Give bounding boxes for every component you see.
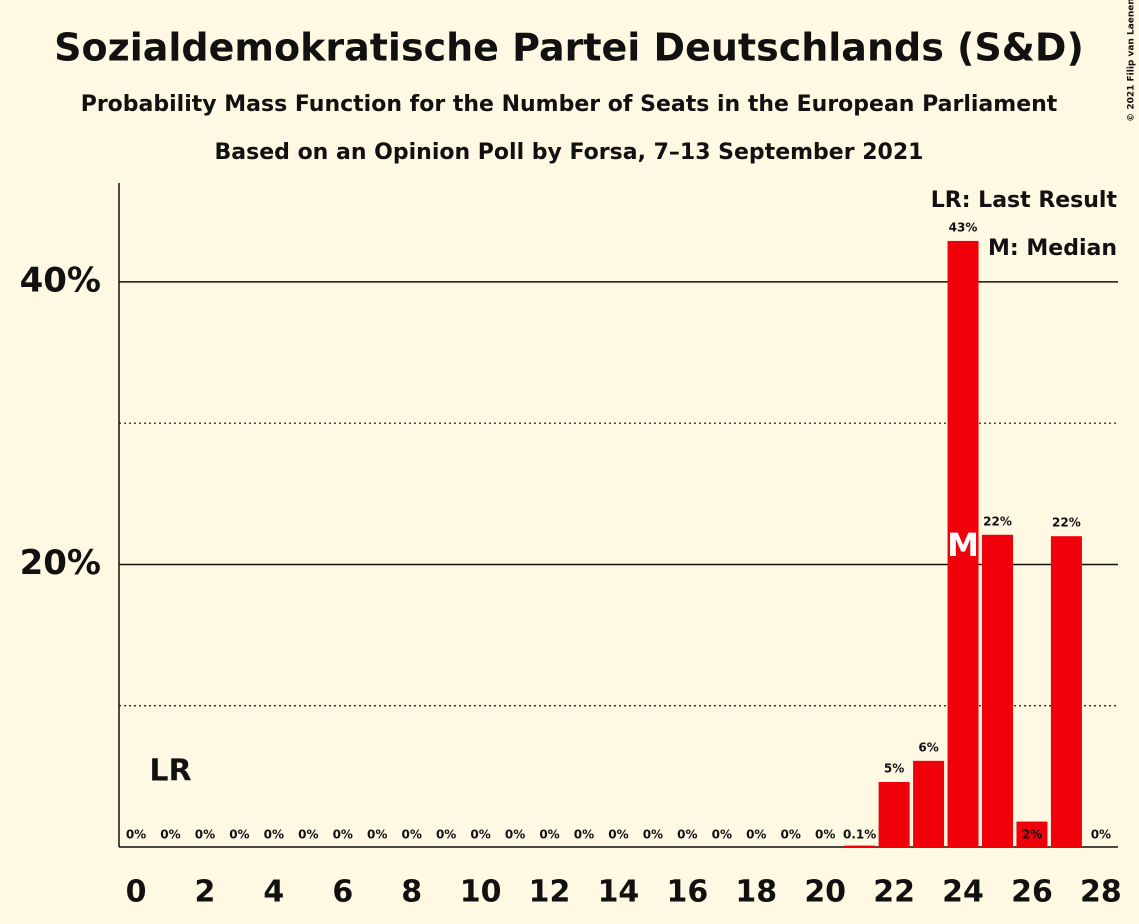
- value-label: 22%: [1052, 516, 1081, 530]
- value-label: 0%: [643, 828, 663, 842]
- value-label: 2%: [1022, 828, 1042, 842]
- value-label: 5%: [884, 762, 904, 776]
- value-label: 0%: [470, 828, 490, 842]
- value-label: 0%: [195, 828, 215, 842]
- x-tick-label: 24: [942, 875, 984, 910]
- legend-entry: M: Median: [988, 236, 1117, 261]
- value-label: 0%: [298, 828, 318, 842]
- y-tick-label: 40%: [20, 260, 101, 300]
- bar: [1050, 536, 1082, 847]
- value-label: 0%: [574, 828, 594, 842]
- value-label: 0%: [333, 828, 353, 842]
- x-tick-label: 20: [804, 875, 846, 910]
- y-tick-label: 20%: [20, 543, 101, 583]
- value-label: 43%: [949, 220, 978, 234]
- bar: [982, 534, 1013, 847]
- median-marker: M: [947, 526, 979, 564]
- value-label: 0%: [781, 828, 801, 842]
- bar: [947, 240, 979, 847]
- chart-subtitle: Probability Mass Function for the Number…: [81, 92, 1058, 117]
- legend-entry: LR: Last Result: [931, 188, 1118, 213]
- value-label: 0%: [712, 828, 732, 842]
- value-label: 22%: [983, 514, 1012, 528]
- copyright: © 2021 Filip van Laenen: [1127, 0, 1137, 122]
- chart-title: Sozialdemokratische Partei Deutschlands …: [54, 26, 1084, 70]
- value-label: 0%: [126, 828, 146, 842]
- x-tick-label: 0: [126, 875, 147, 910]
- x-tick-label: 22: [873, 875, 915, 910]
- x-tick-label: 16: [666, 875, 708, 910]
- chart-subtitle: Based on an Opinion Poll by Forsa, 7–13 …: [215, 140, 924, 165]
- bar: [1016, 821, 1048, 847]
- value-label: 0%: [677, 828, 697, 842]
- value-label: 0%: [539, 828, 559, 842]
- x-tick-label: 8: [401, 875, 422, 910]
- last-result-marker: LR: [149, 754, 191, 789]
- value-label: 0%: [505, 828, 525, 842]
- x-tick-label: 12: [529, 875, 571, 910]
- value-label: 0%: [229, 828, 249, 842]
- x-tick-label: 14: [598, 875, 640, 910]
- value-label: 6%: [918, 740, 938, 754]
- value-label: 0.1%: [843, 828, 876, 842]
- value-label: 0%: [746, 828, 766, 842]
- value-label: 0%: [367, 828, 387, 842]
- value-label: 0%: [160, 828, 180, 842]
- x-tick-label: 2: [194, 875, 215, 910]
- x-tick-label: 6: [332, 875, 353, 910]
- x-tick-label: 26: [1011, 875, 1053, 910]
- x-tick-label: 28: [1080, 875, 1122, 910]
- value-label: 0%: [608, 828, 628, 842]
- value-label: 0%: [1091, 828, 1111, 842]
- x-tick-label: 18: [735, 875, 777, 910]
- value-label: 0%: [264, 828, 284, 842]
- bar: [878, 782, 910, 847]
- x-tick-label: 4: [263, 875, 284, 910]
- value-label: 0%: [401, 828, 421, 842]
- value-label: 0%: [815, 828, 835, 842]
- x-tick-label: 10: [460, 875, 502, 910]
- bar: [913, 760, 945, 847]
- bar: [844, 845, 876, 847]
- value-label: 0%: [436, 828, 456, 842]
